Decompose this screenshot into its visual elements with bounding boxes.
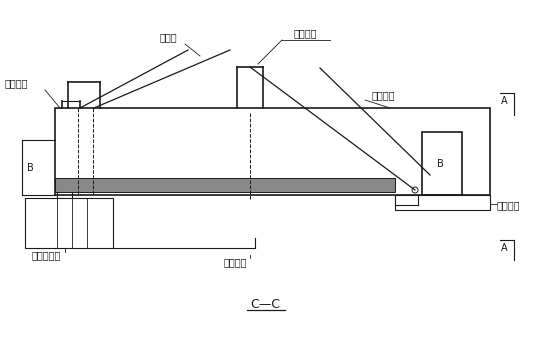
Bar [25, 198, 113, 248]
Text: 待浇梁段: 待浇梁段 [371, 90, 395, 100]
Text: 后锰座系统: 后锰座系统 [32, 250, 62, 260]
Text: A: A [501, 96, 507, 106]
Text: 液压装置: 液压装置 [223, 257, 247, 267]
Text: C—C: C—C [250, 299, 280, 312]
Bar [422, 132, 462, 195]
Bar [55, 108, 490, 195]
Text: 工作平台: 工作平台 [497, 200, 520, 210]
Bar [395, 195, 490, 210]
Text: 行走沟挂: 行走沟挂 [293, 28, 317, 38]
Bar [55, 178, 395, 192]
Text: 斜拉索: 斜拉索 [159, 32, 177, 42]
Text: A: A [501, 243, 507, 253]
Text: 已浇梁段: 已浇梁段 [5, 78, 29, 88]
Text: B: B [27, 163, 34, 173]
Text: B: B [437, 159, 444, 169]
